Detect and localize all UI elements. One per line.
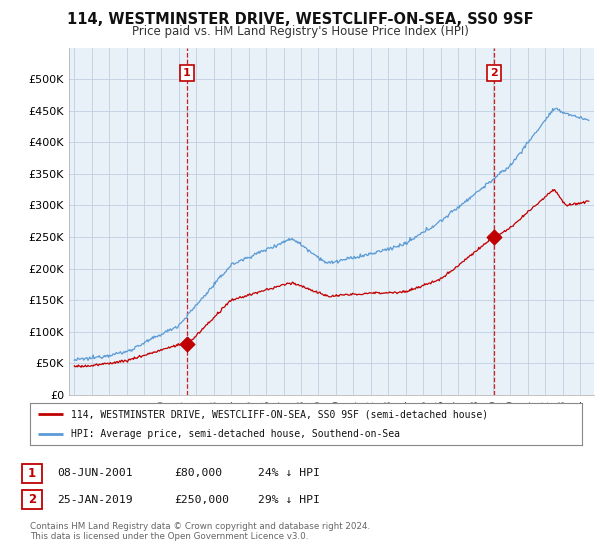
Text: 25-JAN-2019: 25-JAN-2019 [57,494,133,505]
Point [489,232,499,241]
Text: HPI: Average price, semi-detached house, Southend-on-Sea: HPI: Average price, semi-detached house,… [71,430,400,439]
Text: 2: 2 [490,68,498,78]
Text: 08-JUN-2001: 08-JUN-2001 [57,468,133,478]
Text: 1: 1 [182,68,190,78]
Text: Contains HM Land Registry data © Crown copyright and database right 2024.
This d: Contains HM Land Registry data © Crown c… [30,522,370,542]
Text: 114, WESTMINSTER DRIVE, WESTCLIFF-ON-SEA, SS0 9SF: 114, WESTMINSTER DRIVE, WESTCLIFF-ON-SEA… [67,12,533,27]
Point [182,340,191,349]
Text: £250,000: £250,000 [174,494,229,505]
Text: 24% ↓ HPI: 24% ↓ HPI [258,468,320,478]
Text: 2: 2 [28,493,36,506]
Text: 114, WESTMINSTER DRIVE, WESTCLIFF-ON-SEA, SS0 9SF (semi-detached house): 114, WESTMINSTER DRIVE, WESTCLIFF-ON-SEA… [71,409,488,419]
Text: Price paid vs. HM Land Registry's House Price Index (HPI): Price paid vs. HM Land Registry's House … [131,25,469,38]
Text: 1: 1 [28,466,36,480]
Text: 29% ↓ HPI: 29% ↓ HPI [258,494,320,505]
Text: £80,000: £80,000 [174,468,222,478]
